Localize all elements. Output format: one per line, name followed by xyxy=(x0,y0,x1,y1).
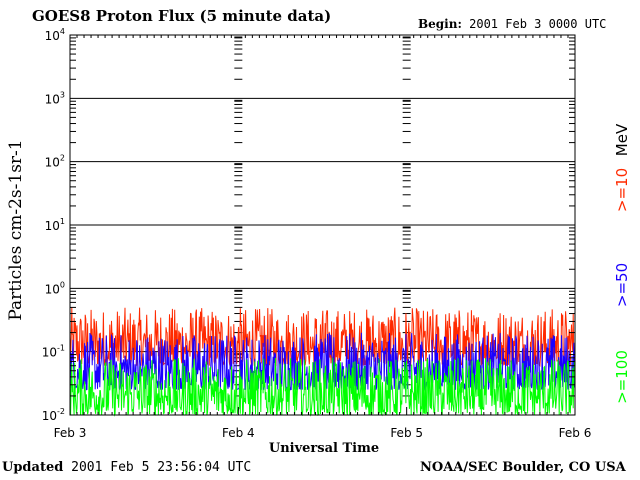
x-tick-label: Feb 5 xyxy=(390,426,423,440)
begin-label: Begin: xyxy=(418,17,462,31)
series-line xyxy=(69,357,576,417)
y-axis-label: Particles cm-2s-1sr-1 xyxy=(6,139,26,320)
y-tick-label: 104 xyxy=(45,27,65,43)
y-tick-label: 10-2 xyxy=(42,407,65,423)
x-axis-label: Universal Time xyxy=(269,441,379,456)
x-tick-label: Feb 4 xyxy=(222,426,255,440)
begin-value: 2001 Feb 3 0000 UTC xyxy=(469,17,607,31)
y-tick-label: 101 xyxy=(45,217,65,233)
updated-time: Updated 2001 Feb 5 23:56:04 UTC xyxy=(2,460,251,475)
updated-label: Updated xyxy=(2,460,64,475)
legend-entry: >=50 xyxy=(613,263,631,307)
legend: MeV >=10 >=50 >=100 xyxy=(613,123,631,404)
series-line xyxy=(69,332,576,391)
x-tick-label: Feb 6 xyxy=(559,426,592,440)
updated-value: 2001 Feb 5 23:56:04 UTC xyxy=(71,460,252,475)
series-group xyxy=(69,307,576,417)
y-tick-label: 100 xyxy=(45,280,65,296)
y-tick-label: 103 xyxy=(45,90,65,106)
y-tick-label: 102 xyxy=(45,154,65,170)
credit-text: NOAA/SEC Boulder, CO USA xyxy=(420,460,626,475)
y-tick-label: 10-1 xyxy=(42,344,65,360)
legend-entry: >=100 xyxy=(613,350,631,404)
begin-time: Begin: 2001 Feb 3 0000 UTC xyxy=(418,17,606,31)
legend-unit: MeV xyxy=(613,123,631,156)
x-axis-ticks: Feb 3 Feb 4 Feb 5 Feb 6 xyxy=(54,35,592,440)
y-axis-ticks: 10-2 10-1 100 101 102 103 104 xyxy=(42,27,575,423)
chart-title: GOES8 Proton Flux (5 minute data) xyxy=(32,7,332,25)
x-tick-label: Feb 3 xyxy=(54,426,87,440)
legend-entry: >=10 xyxy=(613,168,631,212)
